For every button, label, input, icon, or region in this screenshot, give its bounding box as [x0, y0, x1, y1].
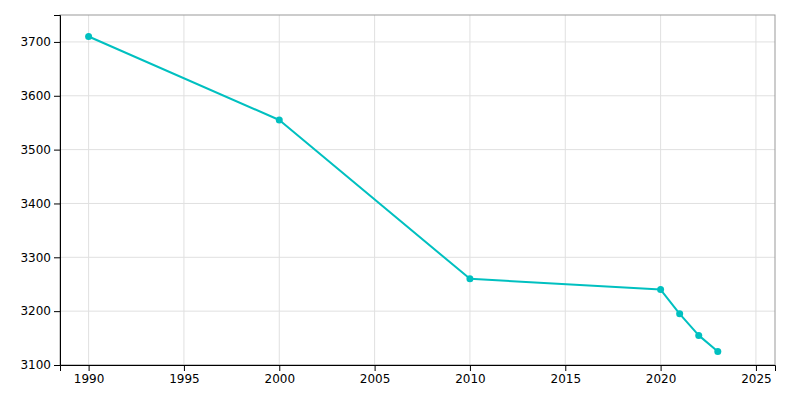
x-tick: 1990: [74, 365, 105, 386]
grid-line-y: [60, 149, 775, 150]
x-tick: 1995: [169, 365, 200, 386]
chart: 1990 1995 2000 2005 2010 2015 2020 2025 3100 3200…: [0, 0, 800, 400]
x-tick-label: 2010: [455, 372, 486, 386]
x-tick-label: 1995: [169, 372, 200, 386]
y-axis: 3100 3200 3300 3400 3500 3600 3700: [20, 16, 60, 373]
x-tick-mark: [89, 365, 90, 371]
grid-line-x: [88, 15, 89, 365]
y-tick: 3200: [20, 304, 60, 318]
y-axis-line: [54, 16, 61, 366]
x-tick-mark: [375, 365, 376, 371]
x-tick-mark: [565, 365, 566, 371]
point: [695, 332, 702, 339]
x-tick: 2005: [360, 365, 391, 386]
point: [714, 348, 721, 355]
x-tick-label: 2005: [360, 372, 391, 386]
y-tick-mark: [54, 150, 60, 151]
grid-line-y: [60, 311, 775, 312]
x-axis-line: [61, 366, 776, 372]
y-tick: 3400: [20, 197, 60, 211]
y-tick: 3100: [20, 358, 60, 372]
grid-line-y: [60, 257, 775, 258]
x-tick-mark: [279, 365, 280, 371]
point: [657, 286, 664, 293]
grid-line-x: [374, 15, 375, 365]
x-tick: 2020: [646, 365, 677, 386]
grid-line-x: [660, 15, 661, 365]
grid-line-x: [469, 15, 470, 365]
x-tick-mark: [470, 365, 471, 371]
grid: [60, 15, 775, 365]
y-tick-mark: [54, 203, 60, 204]
y-tick-mark: [54, 311, 60, 312]
line: [89, 37, 718, 352]
y-tick: 3600: [20, 89, 60, 103]
x-tick-label: 1990: [74, 372, 105, 386]
y-tick-label: 3200: [20, 304, 51, 318]
x-tick-mark: [184, 365, 185, 371]
y-tick: 3300: [20, 251, 60, 265]
x-tick-mark: [756, 365, 757, 371]
x-tick-mark: [661, 365, 662, 371]
grid-line-x: [565, 15, 566, 365]
x-tick: 2010: [455, 365, 486, 386]
y-tick-label: 3400: [20, 197, 51, 211]
y-tick-mark: [54, 365, 60, 366]
point: [676, 310, 683, 317]
x-tick: 2015: [550, 365, 581, 386]
grid-line-x: [279, 15, 280, 365]
y-tick-label: 3300: [20, 251, 51, 265]
y-tick-mark: [54, 96, 60, 97]
y-tick-label: 3700: [20, 35, 51, 49]
x-tick-label: 2020: [646, 372, 677, 386]
grid-line-y: [60, 41, 775, 42]
y-tick-label: 3600: [20, 89, 51, 103]
y-tick: 3700: [20, 35, 60, 49]
grid-line-y: [60, 95, 775, 96]
x-tick-label: 2000: [264, 372, 295, 386]
y-tick-mark: [54, 257, 60, 258]
x-tick-label: 2015: [550, 372, 581, 386]
grid-line-x: [183, 15, 184, 365]
point: [276, 117, 283, 124]
point: [466, 275, 473, 282]
y-tick-mark: [54, 42, 60, 43]
point: [85, 33, 92, 40]
y-tick-label: 3500: [20, 143, 51, 157]
x-tick-label: 2025: [741, 372, 772, 386]
x-axis: 1990 1995 2000 2005 2010 2015 2020 2025: [61, 365, 776, 386]
y-tick-label: 3100: [20, 358, 51, 372]
y-tick: 3500: [20, 143, 60, 157]
marks: [85, 33, 721, 355]
grid-line-y: [60, 203, 775, 204]
x-tick: 2000: [264, 365, 295, 386]
plot-frame: [60, 15, 775, 365]
grid-line-x: [755, 15, 756, 365]
x-tick: 2025: [741, 365, 772, 386]
plot: 1990 1995 2000 2005 2010 2015 2020 2025 3100 3200…: [20, 15, 775, 386]
